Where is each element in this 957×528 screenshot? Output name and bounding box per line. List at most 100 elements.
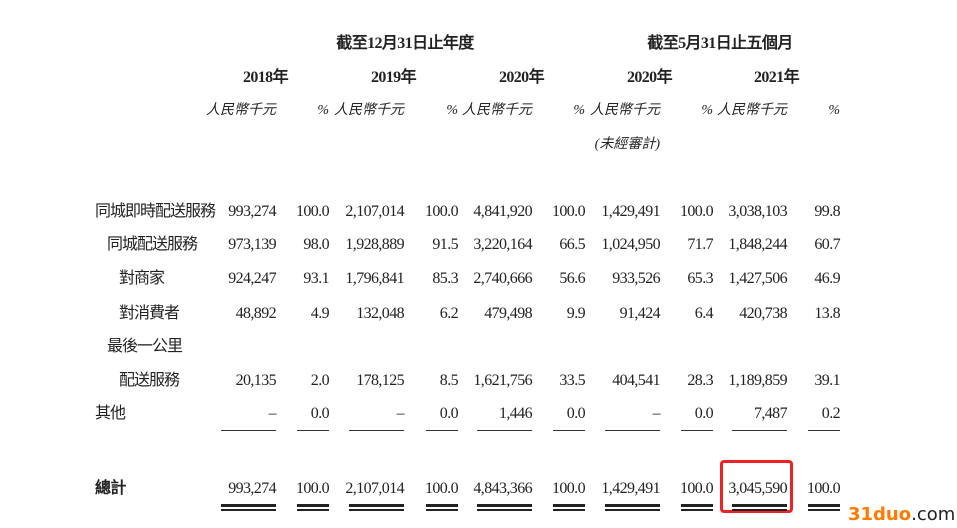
- cell-amount: 404,541: [612, 372, 660, 389]
- header-unit: 人民幣千元: [206, 103, 276, 118]
- underline: [553, 430, 585, 431]
- cell-amount: 1,621,756: [473, 372, 532, 389]
- cell-percent: 100.0: [551, 203, 586, 220]
- header-group-five-months: 截至5月31日止五個月: [647, 35, 793, 52]
- cell-percent: 2.0: [310, 372, 330, 389]
- cell-amount: –: [396, 405, 405, 422]
- cell-amount: 4,841,920: [473, 203, 532, 220]
- cell-percent: 33.5: [559, 372, 585, 389]
- underline: [605, 430, 660, 431]
- total-amount: 993,274: [228, 480, 276, 497]
- double-underline: [605, 504, 660, 511]
- watermark-logo: 31duo.com: [848, 504, 956, 525]
- highlight-box: [720, 460, 793, 513]
- underline: [221, 430, 276, 431]
- cell-amount: 91,424: [619, 305, 661, 322]
- header-year: 2020年: [498, 69, 545, 86]
- underline: [477, 430, 532, 431]
- row-label: 配送服務: [119, 372, 180, 389]
- double-underline: [221, 504, 276, 511]
- cell-amount: 3,038,103: [728, 203, 787, 220]
- cell-percent: 0.0: [566, 405, 586, 422]
- total-percent: 100.0: [424, 480, 459, 497]
- cell-amount: 48,892: [235, 305, 277, 322]
- cell-amount: 1,189,859: [728, 372, 787, 389]
- cell-percent: 100.0: [679, 203, 714, 220]
- total-percent: 100.0: [806, 480, 841, 497]
- row-label: 最後一公里: [107, 338, 183, 355]
- cell-amount: 3,220,164: [473, 236, 532, 253]
- cell-percent: 0.0: [310, 405, 330, 422]
- cell-percent: 13.8: [814, 305, 840, 322]
- cell-percent: 85.3: [432, 270, 458, 287]
- double-underline: [426, 504, 458, 511]
- row-label: 同城即時配送服務: [95, 203, 216, 220]
- header-unit: 人民幣千元: [334, 103, 404, 118]
- cell-percent: 6.2: [439, 305, 459, 322]
- cell-amount: 1,427,506: [728, 270, 787, 287]
- double-underline: [681, 504, 713, 511]
- header-unaudited: (未經審計): [594, 137, 660, 152]
- double-underline: [808, 504, 840, 511]
- cell-amount: 1,796,841: [345, 270, 404, 287]
- cell-amount: –: [652, 405, 661, 422]
- underline: [426, 430, 458, 431]
- cell-percent: 39.1: [814, 372, 840, 389]
- cell-percent: 0.0: [694, 405, 714, 422]
- total-amount: 2,107,014: [345, 480, 404, 497]
- header-unit: 人民幣千元: [590, 103, 660, 118]
- cell-amount: 178,125: [356, 372, 404, 389]
- cell-percent: 8.5: [439, 372, 459, 389]
- cell-percent: 93.1: [303, 270, 329, 287]
- row-label: 同城配送服務: [107, 236, 198, 253]
- cell-percent: 100.0: [295, 203, 330, 220]
- header-pct: %: [317, 103, 329, 118]
- underline: [732, 430, 787, 431]
- cell-percent: 4.9: [310, 305, 330, 322]
- cell-percent: 60.7: [814, 236, 840, 253]
- cell-percent: 0.0: [439, 405, 459, 422]
- underline: [808, 430, 840, 431]
- cell-amount: 933,526: [612, 270, 660, 287]
- header-year: 2019年: [370, 69, 417, 86]
- cell-percent: 99.8: [814, 203, 840, 220]
- cell-percent: 66.5: [559, 236, 585, 253]
- underline: [297, 430, 329, 431]
- header-pct: %: [573, 103, 585, 118]
- cell-amount: 2,107,014: [345, 203, 404, 220]
- cell-amount: 1,928,889: [345, 236, 404, 253]
- header-pct: %: [828, 103, 840, 118]
- cell-percent: 91.5: [432, 236, 458, 253]
- total-amount: 1,429,491: [601, 480, 660, 497]
- cell-amount: 420,738: [739, 305, 787, 322]
- cell-amount: 2,740,666: [473, 270, 532, 287]
- cell-amount: 924,247: [228, 270, 276, 287]
- cell-percent: 9.9: [566, 305, 586, 322]
- total-amount: 4,843,366: [473, 480, 532, 497]
- cell-percent: 0.2: [821, 405, 841, 422]
- double-underline: [477, 504, 532, 511]
- cell-amount: 973,139: [228, 236, 276, 253]
- header-year: 2018年: [242, 69, 289, 86]
- cell-percent: 98.0: [303, 236, 329, 253]
- cell-percent: 65.3: [687, 270, 713, 287]
- total-percent: 100.0: [679, 480, 714, 497]
- cell-amount: 993,274: [228, 203, 276, 220]
- header-unit: 人民幣千元: [717, 103, 787, 118]
- row-label: 對消費者: [119, 305, 180, 322]
- double-underline: [553, 504, 585, 511]
- underline: [681, 430, 713, 431]
- cell-amount: 1,848,244: [728, 236, 787, 253]
- double-underline: [349, 504, 404, 511]
- double-underline: [732, 504, 787, 511]
- row-label: 對商家: [119, 270, 165, 287]
- total-percent: 100.0: [295, 480, 330, 497]
- header-unit: 人民幣千元: [462, 103, 532, 118]
- underline: [349, 430, 404, 431]
- cell-amount: 1,429,491: [601, 203, 660, 220]
- cell-percent: 6.4: [694, 305, 714, 322]
- header-pct: %: [446, 103, 458, 118]
- total-amount: 3,045,590: [728, 480, 787, 497]
- cell-percent: 71.7: [687, 236, 713, 253]
